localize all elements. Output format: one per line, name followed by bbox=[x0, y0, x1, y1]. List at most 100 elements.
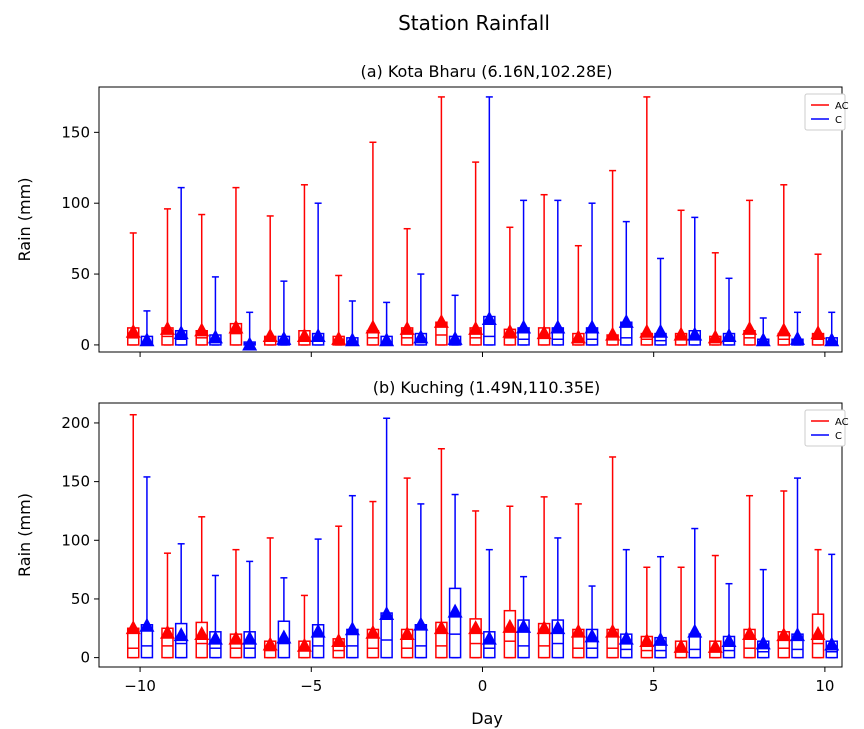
mean-marker bbox=[550, 319, 566, 334]
box-ac-15 bbox=[639, 96, 655, 346]
series-c bbox=[139, 96, 840, 351]
box-ac-3 bbox=[228, 548, 244, 659]
mean-marker bbox=[468, 620, 484, 635]
box-ac-15 bbox=[639, 566, 655, 659]
legend-label-ac: AC bbox=[835, 101, 849, 112]
mean-marker bbox=[173, 627, 189, 642]
mean-marker bbox=[570, 329, 586, 344]
box-ac-20 bbox=[810, 253, 826, 346]
mean-marker bbox=[536, 325, 552, 340]
iqr-box bbox=[469, 618, 482, 659]
mean-marker bbox=[481, 630, 497, 645]
mean-marker bbox=[755, 332, 771, 347]
box-c-16 bbox=[687, 527, 703, 659]
box-ac-13 bbox=[570, 244, 586, 346]
mean-marker bbox=[139, 617, 155, 632]
mean-marker bbox=[228, 630, 244, 645]
box-c-14 bbox=[618, 220, 634, 346]
mean-marker bbox=[707, 638, 723, 653]
box-c-18 bbox=[755, 317, 771, 347]
box-c-10 bbox=[481, 548, 497, 659]
mean-marker bbox=[653, 631, 669, 646]
y-axis-label: Rain (mm) bbox=[15, 178, 34, 262]
box-c-9 bbox=[447, 493, 463, 659]
y-tick-label: 150 bbox=[61, 473, 90, 491]
mean-marker bbox=[516, 618, 532, 633]
box-ac-7 bbox=[365, 500, 381, 659]
iqr-box bbox=[551, 619, 565, 659]
box-ac-9 bbox=[433, 448, 449, 659]
box-ac-4 bbox=[262, 215, 278, 346]
box-ac-7 bbox=[365, 141, 381, 346]
mean-marker bbox=[296, 637, 312, 652]
mean-marker bbox=[125, 323, 141, 338]
y-tick-label: 50 bbox=[71, 265, 90, 283]
chart-panels: (a) Kota Bharu (6.16N,102.28E) Rain (mm) 0… bbox=[15, 62, 849, 695]
box-c-11 bbox=[516, 575, 532, 659]
box-ac-4 bbox=[262, 537, 278, 659]
mean-marker bbox=[687, 623, 703, 638]
y-axis-label: Rain (mm) bbox=[15, 493, 34, 577]
box-ac-2 bbox=[194, 213, 210, 346]
mean-marker bbox=[413, 329, 429, 344]
box-c-0 bbox=[139, 310, 155, 347]
mean-marker bbox=[653, 323, 669, 338]
mean-marker bbox=[207, 630, 223, 645]
mean-marker bbox=[207, 329, 223, 344]
box-ac-1 bbox=[159, 552, 175, 659]
mean-marker bbox=[584, 319, 600, 334]
mean-marker bbox=[139, 332, 155, 347]
y-tick-label: 100 bbox=[61, 531, 90, 549]
mean-marker bbox=[721, 327, 737, 342]
box-ac-19 bbox=[776, 184, 792, 346]
mean-marker bbox=[742, 320, 758, 335]
box-c-19 bbox=[789, 311, 805, 346]
y-tick-label: 100 bbox=[61, 194, 90, 212]
mean-marker bbox=[550, 620, 566, 635]
box-c-7 bbox=[379, 301, 395, 347]
mean-marker bbox=[605, 623, 621, 638]
mean-marker bbox=[516, 319, 532, 334]
box-c-1 bbox=[173, 543, 189, 659]
mean-marker bbox=[228, 319, 244, 334]
box-ac-9 bbox=[433, 96, 449, 346]
box-ac-8 bbox=[399, 477, 415, 659]
box-c-3 bbox=[242, 311, 258, 351]
box-c-6 bbox=[344, 300, 360, 347]
mean-marker bbox=[687, 326, 703, 341]
box-c-11 bbox=[516, 199, 532, 346]
mean-marker bbox=[331, 330, 347, 345]
mean-marker bbox=[276, 330, 292, 345]
box-ac-13 bbox=[570, 503, 586, 659]
box-c-12 bbox=[550, 199, 566, 346]
mean-marker bbox=[502, 323, 518, 338]
legend-box bbox=[804, 409, 846, 447]
box-ac-10 bbox=[468, 510, 484, 659]
box-c-4 bbox=[276, 280, 292, 346]
box-ac-19 bbox=[776, 490, 792, 659]
x-axis-label: Day bbox=[471, 709, 503, 728]
box-c-12 bbox=[550, 537, 566, 659]
iqr-box bbox=[688, 633, 702, 659]
x-tick-label: 0 bbox=[478, 677, 488, 695]
box-c-15 bbox=[653, 555, 669, 659]
mean-marker bbox=[742, 625, 758, 640]
mean-marker bbox=[365, 319, 381, 334]
y-tick-label: 0 bbox=[80, 336, 90, 354]
mean-marker bbox=[707, 329, 723, 344]
box-c-8 bbox=[413, 503, 429, 659]
box-c-7 bbox=[379, 417, 395, 659]
mean-marker bbox=[605, 326, 621, 341]
box-c-17 bbox=[721, 582, 737, 659]
series-c bbox=[139, 417, 840, 659]
mean-marker bbox=[639, 633, 655, 648]
mean-marker bbox=[433, 620, 449, 635]
box-c-19 bbox=[789, 477, 805, 659]
box-ac-17 bbox=[707, 252, 723, 346]
series-ac bbox=[125, 413, 826, 659]
legend-box bbox=[804, 93, 846, 131]
y-tick-label: 50 bbox=[71, 590, 90, 608]
iqr-box bbox=[448, 587, 462, 659]
box-ac-11 bbox=[502, 226, 518, 346]
plot-frame bbox=[98, 86, 843, 353]
